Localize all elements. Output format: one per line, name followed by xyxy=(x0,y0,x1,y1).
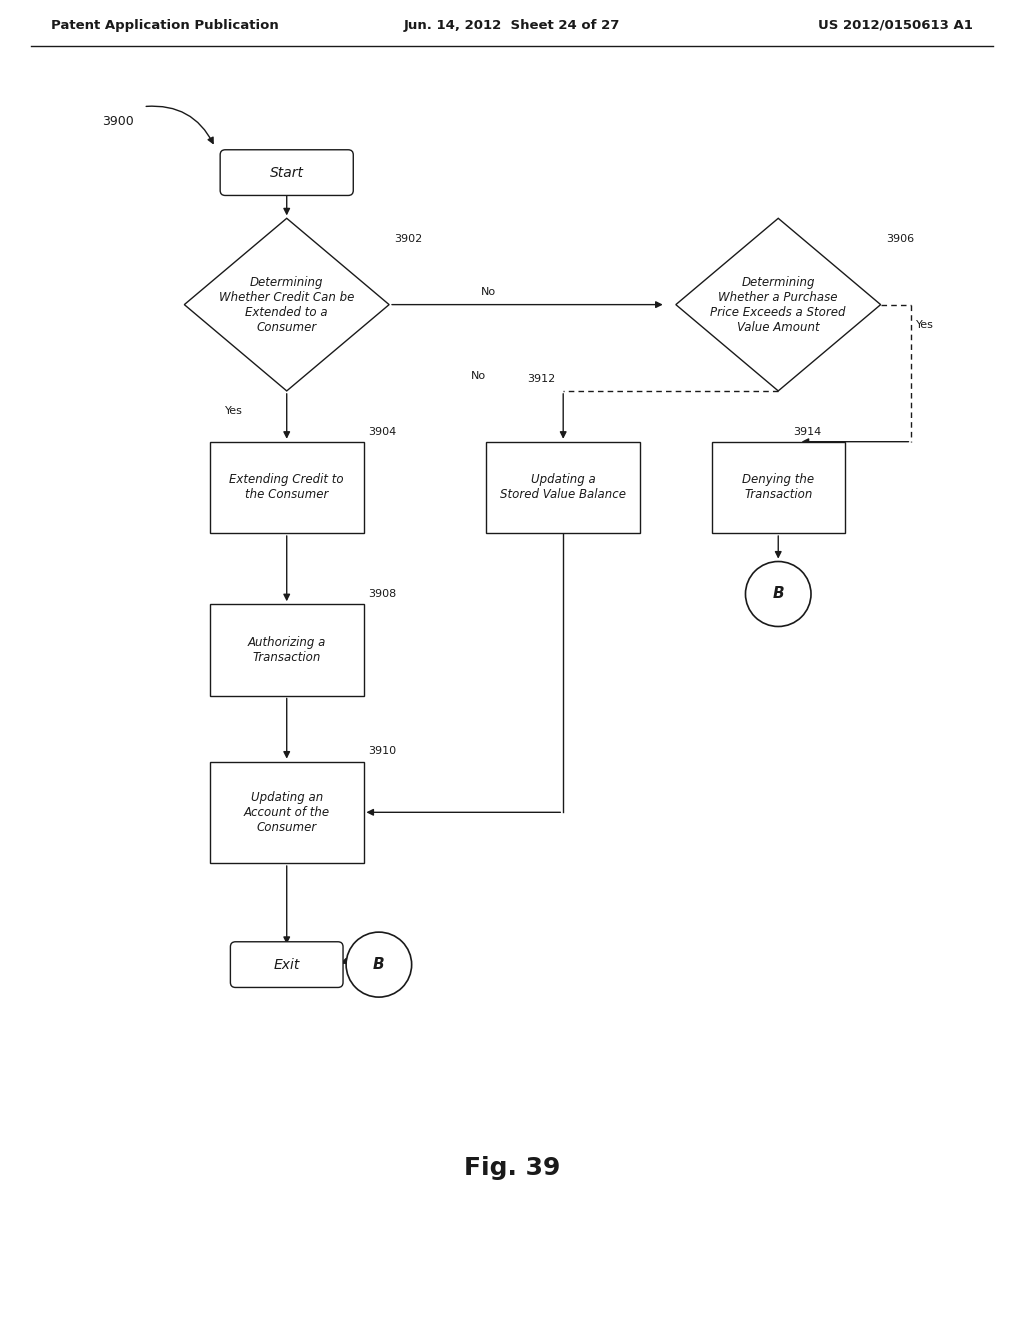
Text: Yes: Yes xyxy=(225,407,243,416)
Text: Extending Credit to
the Consumer: Extending Credit to the Consumer xyxy=(229,474,344,502)
Text: 3904: 3904 xyxy=(369,426,397,437)
Text: B: B xyxy=(373,957,385,972)
Text: 3900: 3900 xyxy=(102,115,134,128)
Bar xyxy=(210,762,364,863)
Text: 3902: 3902 xyxy=(394,234,423,244)
Text: Exit: Exit xyxy=(273,957,300,972)
Text: Fig. 39: Fig. 39 xyxy=(464,1156,560,1180)
Text: Start: Start xyxy=(269,165,304,180)
Polygon shape xyxy=(676,218,881,391)
Bar xyxy=(712,442,845,533)
Text: 3912: 3912 xyxy=(527,374,556,384)
Text: Updating a
Stored Value Balance: Updating a Stored Value Balance xyxy=(500,474,627,502)
Text: No: No xyxy=(471,371,486,380)
Text: Updating an
Account of the
Consumer: Updating an Account of the Consumer xyxy=(244,791,330,834)
Text: Determining
Whether Credit Can be
Extended to a
Consumer: Determining Whether Credit Can be Extend… xyxy=(219,276,354,334)
Text: Authorizing a
Transaction: Authorizing a Transaction xyxy=(248,636,326,664)
Text: 3906: 3906 xyxy=(886,234,913,244)
Text: 3914: 3914 xyxy=(794,426,822,437)
Circle shape xyxy=(346,932,412,997)
Polygon shape xyxy=(184,218,389,391)
Bar xyxy=(486,442,640,533)
Bar xyxy=(210,442,364,533)
Text: Yes: Yes xyxy=(916,319,934,330)
Text: Denying the
Transaction: Denying the Transaction xyxy=(742,474,814,502)
Text: Determining
Whether a Purchase
Price Exceeds a Stored
Value Amount: Determining Whether a Purchase Price Exc… xyxy=(711,276,846,334)
Text: Jun. 14, 2012  Sheet 24 of 27: Jun. 14, 2012 Sheet 24 of 27 xyxy=(403,18,621,32)
Bar xyxy=(210,605,364,696)
Text: 3910: 3910 xyxy=(369,746,396,756)
Text: US 2012/0150613 A1: US 2012/0150613 A1 xyxy=(818,18,973,32)
FancyBboxPatch shape xyxy=(220,149,353,195)
Text: 3908: 3908 xyxy=(369,589,397,599)
FancyBboxPatch shape xyxy=(230,941,343,987)
Text: No: No xyxy=(481,288,497,297)
Text: Patent Application Publication: Patent Application Publication xyxy=(51,18,279,32)
Text: B: B xyxy=(772,586,784,602)
Circle shape xyxy=(745,561,811,627)
